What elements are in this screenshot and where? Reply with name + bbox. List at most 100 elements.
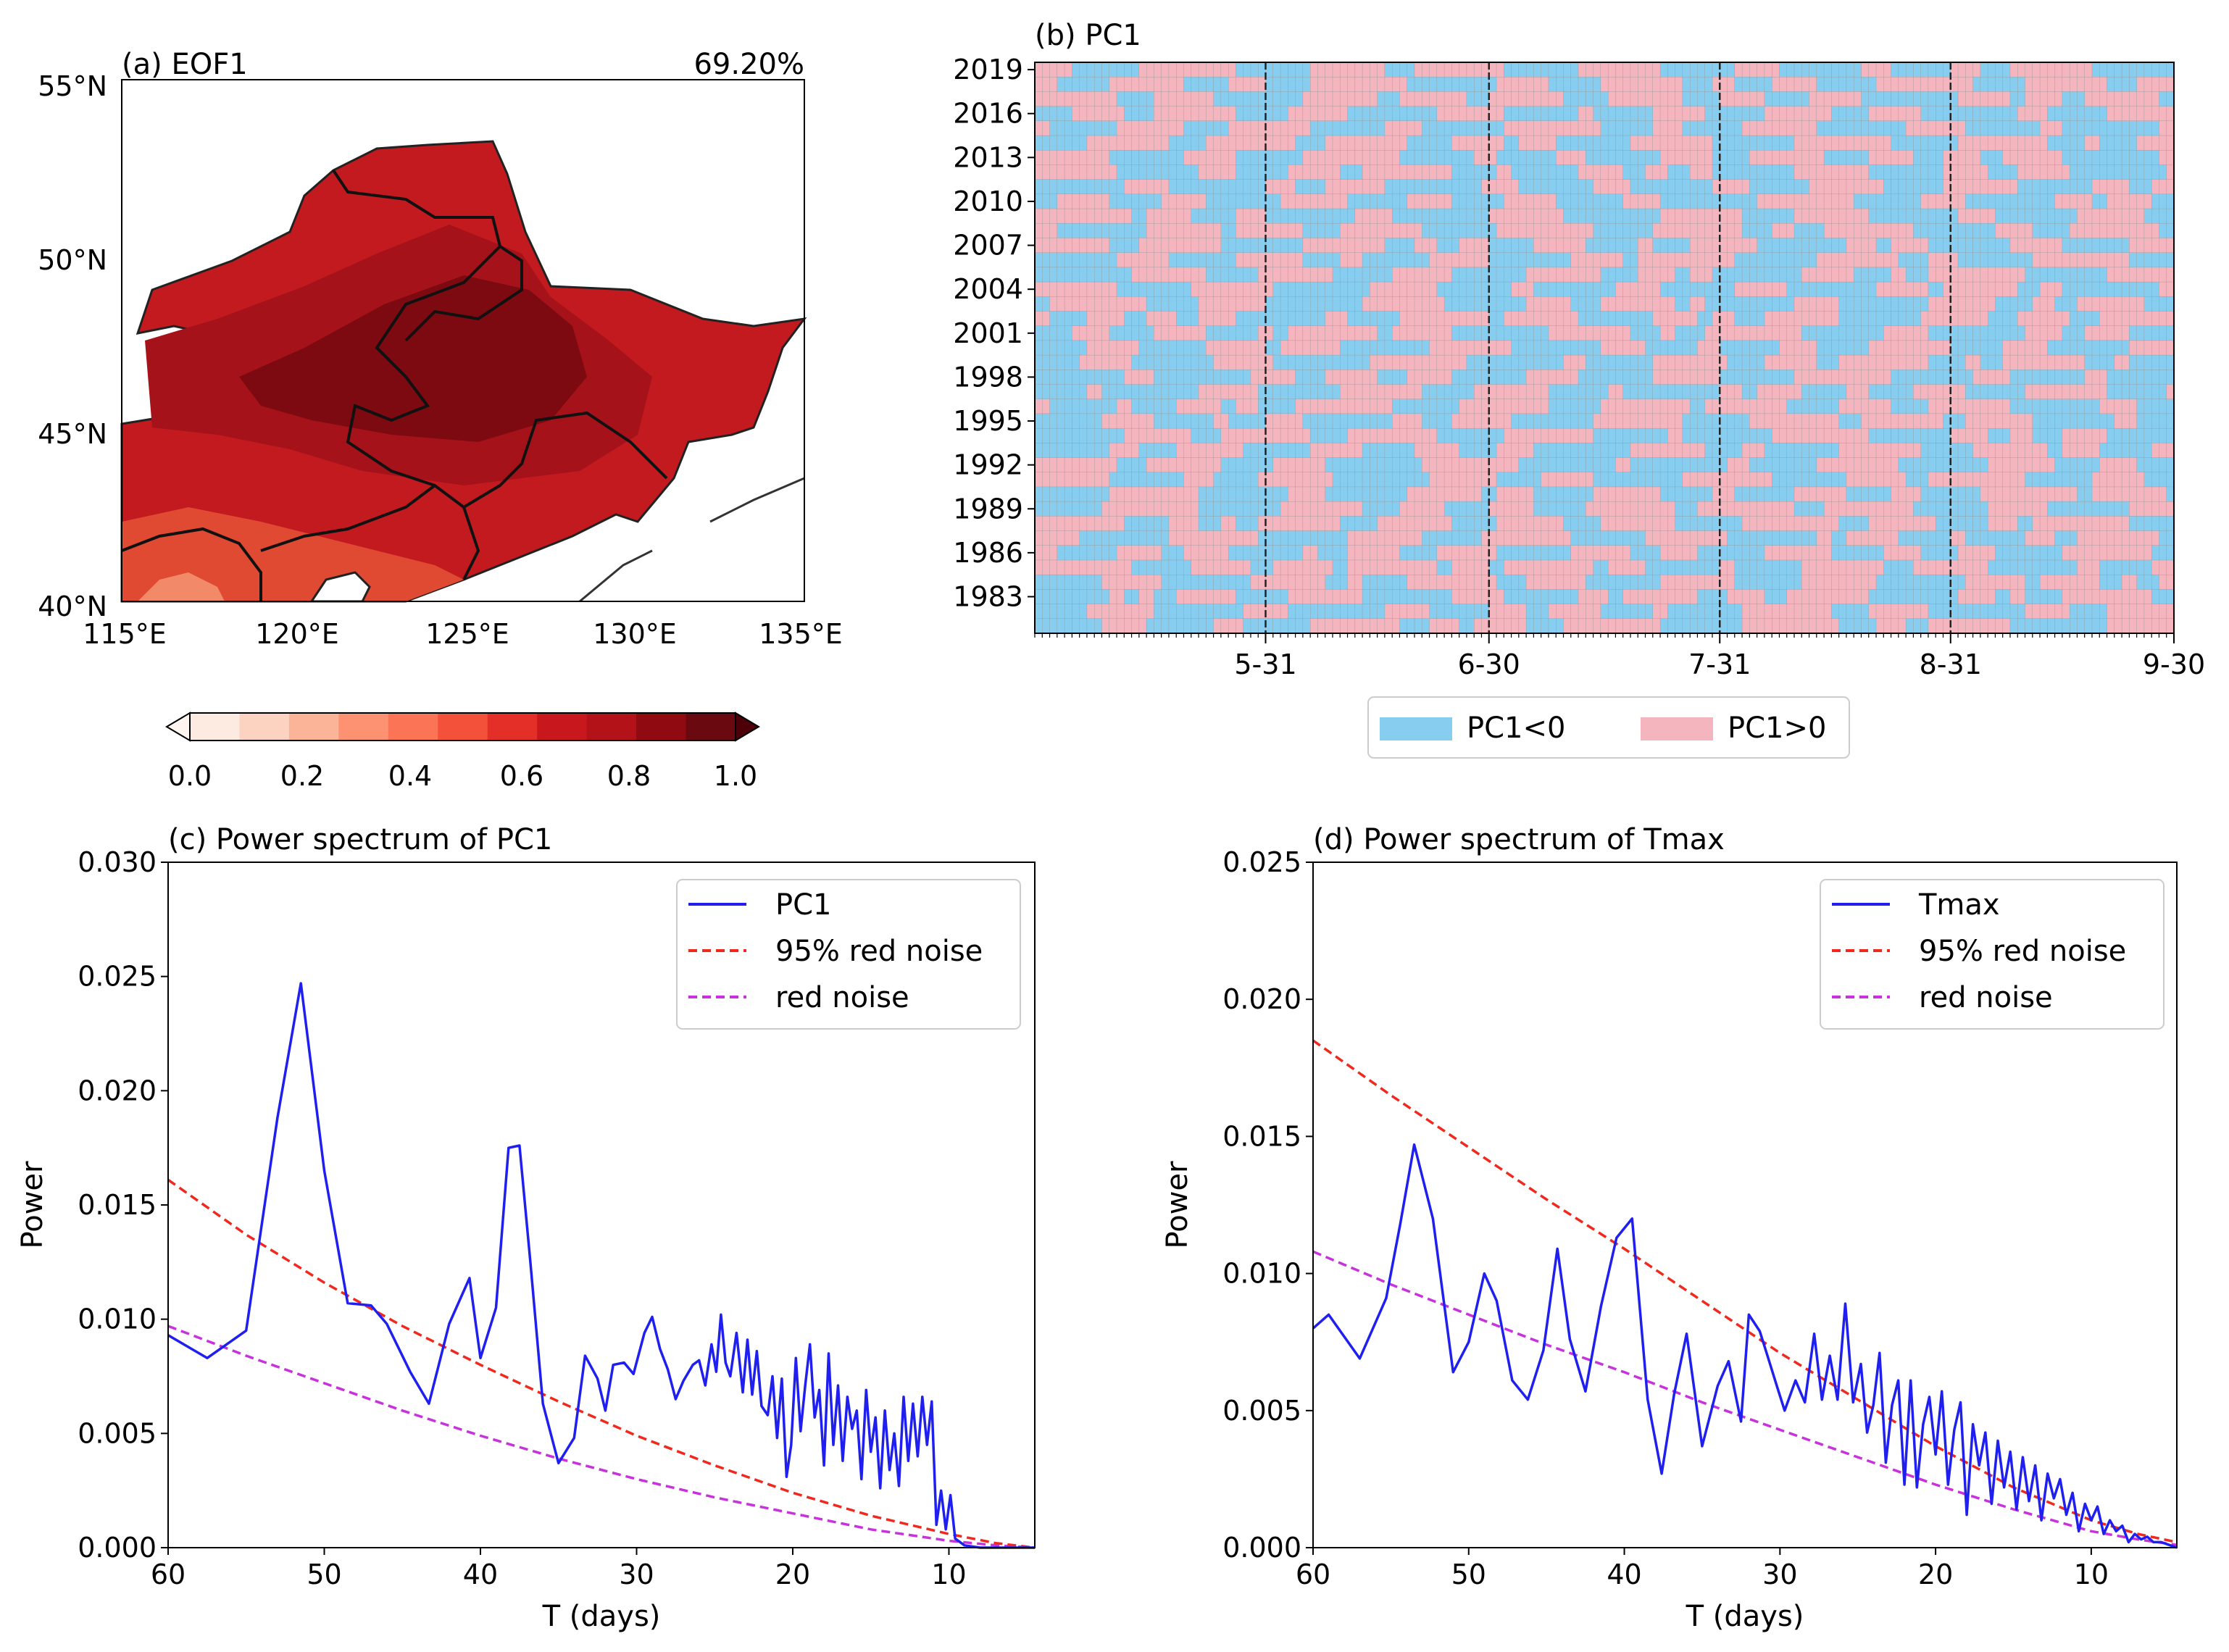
pc1-cell	[1436, 281, 1445, 297]
pc1-cell	[1987, 516, 1996, 531]
pc1-cell	[1793, 135, 1802, 151]
pc1-cell	[1697, 413, 1706, 429]
pc1-cell	[1920, 311, 1929, 327]
pc1-cell	[1429, 208, 1438, 224]
pc1-cell	[1317, 370, 1326, 385]
pc1-cell	[2025, 208, 2033, 224]
pc1-cell	[1213, 472, 1222, 488]
pc1-cell	[1414, 150, 1422, 165]
pc1-cell	[1675, 384, 1683, 400]
pc1-cell	[1176, 223, 1184, 238]
pc1-cell	[1384, 413, 1393, 429]
pc1-cell	[1652, 179, 1661, 195]
pc1-cell	[1936, 325, 1943, 341]
pc1-cell	[2151, 486, 2159, 502]
pc1-cell	[1496, 281, 1504, 297]
pc1-cell	[2009, 443, 2018, 458]
pc1-cell	[1779, 311, 1788, 327]
pc1-cell	[1236, 311, 1244, 327]
pc1-cell	[2009, 413, 2018, 429]
pc1-cell	[1391, 370, 1400, 385]
pc1-cell	[1965, 62, 1973, 78]
pc1-cell	[1064, 413, 1072, 429]
pc1-cell	[2047, 77, 2056, 92]
pc1-cell	[2084, 443, 2093, 458]
pc1-cell	[1370, 150, 1378, 165]
pc1-cell	[1749, 238, 1758, 254]
pc1-cell	[1936, 179, 1943, 195]
pc1-cell	[1913, 296, 1922, 312]
pc1-cell	[1586, 472, 1593, 488]
pc1-cell	[1600, 91, 1609, 107]
pc1-cell	[1466, 150, 1475, 165]
pc1-cell	[1593, 486, 1601, 502]
pc1-cell	[1533, 296, 1542, 312]
pc1-cell	[1488, 135, 1497, 151]
pc1-cell	[2107, 354, 2115, 370]
pc1-cell	[1407, 457, 1415, 473]
pc1-cell	[1936, 311, 1943, 327]
pc1-cell	[1697, 325, 1706, 341]
pc1-cell	[1548, 252, 1557, 268]
pc1-cell	[1563, 340, 1572, 356]
pc1-cell	[1831, 472, 1840, 488]
pc1-cell	[1928, 399, 1936, 414]
pc1-cell	[1883, 193, 1891, 209]
pc1-cell	[1913, 179, 1922, 195]
pc1-cell	[1727, 62, 1736, 78]
pc1-cell	[1809, 208, 1817, 224]
pc1-cell	[1749, 457, 1758, 473]
pc1-cell	[1749, 193, 1758, 209]
pc1-cell	[1451, 252, 1460, 268]
pc1-cell	[1451, 370, 1460, 385]
pc1-cell	[2129, 77, 2138, 92]
pc1-cell	[1957, 427, 1966, 443]
pc1-cell	[1451, 501, 1460, 517]
pc1-cell	[1399, 384, 1408, 400]
pc1-cell	[1868, 399, 1877, 414]
pc1-cell	[1861, 472, 1870, 488]
pc1-cell	[1913, 325, 1922, 341]
pc1-cell	[1258, 91, 1266, 107]
pc1-cell	[2091, 486, 2100, 502]
pc1-cell	[1496, 311, 1504, 327]
pc1-cell	[1116, 399, 1125, 414]
pc1-cell	[1064, 91, 1072, 107]
pc1-cell	[1057, 457, 1065, 473]
pc1-cell	[2025, 486, 2033, 502]
pc1-cell	[2159, 340, 2167, 356]
pc1-cell	[1607, 443, 1616, 458]
pc1-cell	[2166, 120, 2175, 136]
pc1-cell	[1362, 399, 1370, 414]
pc1-cell	[1250, 223, 1259, 238]
pc1-cell	[1317, 223, 1326, 238]
pc1-cell	[1309, 384, 1318, 400]
pc1-cell	[1556, 384, 1564, 400]
pc1-cell	[2017, 472, 2025, 488]
pc1-cell	[1288, 384, 1296, 400]
pc1-cell	[1675, 340, 1683, 356]
pc1-cell	[2159, 164, 2167, 180]
pc1-cell	[1377, 443, 1386, 458]
pc1-cell	[1332, 370, 1341, 385]
pc1-cell	[1309, 106, 1318, 122]
pc1-cell	[1124, 223, 1132, 238]
pc1-cell	[1943, 472, 1951, 488]
pc1-cell	[1265, 281, 1274, 297]
pc1-cell	[1525, 238, 1534, 254]
pc1-cell	[1846, 120, 1854, 136]
pc1-cell	[1384, 443, 1393, 458]
pc1-cell	[1838, 91, 1847, 107]
pc1-cell	[1399, 77, 1408, 92]
pc1-cell	[1317, 472, 1326, 488]
pc1-cell	[1607, 267, 1616, 283]
pc1-cell	[1302, 311, 1311, 327]
pc1-cell	[1846, 472, 1854, 488]
pc1-cell	[1198, 77, 1207, 92]
pc1-cell	[1607, 457, 1616, 473]
pc1-cell	[2025, 267, 2033, 283]
pc1-cell	[2054, 501, 2063, 517]
pc1-cell	[1720, 399, 1728, 414]
pc1-cell	[1793, 252, 1802, 268]
pc1-cell	[1779, 238, 1788, 254]
